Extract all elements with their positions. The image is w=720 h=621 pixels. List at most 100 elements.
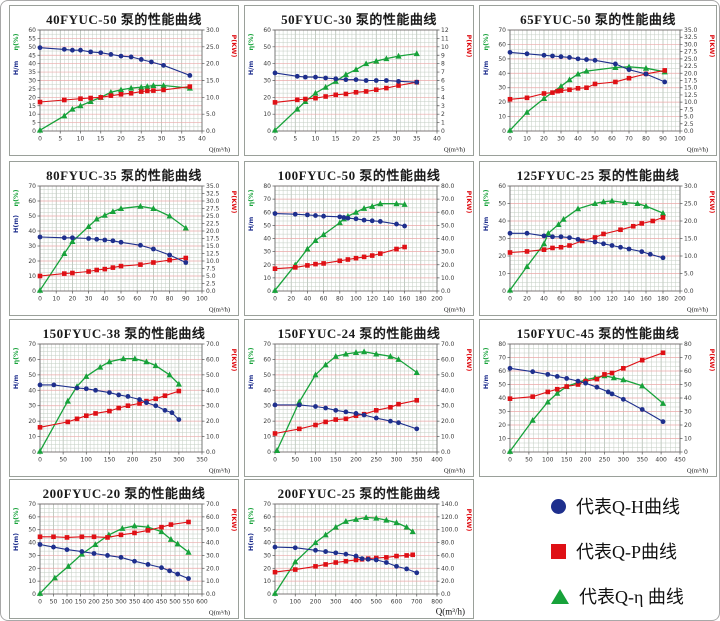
series-q-h	[507, 230, 666, 261]
svg-text:5: 5	[32, 120, 36, 127]
svg-text:180: 180	[657, 296, 669, 303]
svg-text:0: 0	[273, 296, 277, 303]
series-q-h	[272, 70, 420, 85]
svg-text:160: 160	[399, 296, 411, 303]
svg-text:20: 20	[263, 262, 271, 269]
svg-text:0: 0	[38, 136, 42, 143]
triangle-icon	[551, 588, 569, 604]
svg-text:40: 40	[263, 387, 271, 394]
chart-cell-150fyuc-45: 150FYUC-45 泵的性能曲线 0 10 20 30 40 50 60 70 80 0 10 20…	[479, 319, 717, 477]
svg-text:20.0: 20.0	[684, 218, 698, 225]
svg-text:70: 70	[684, 355, 692, 362]
performance-chart-150fyuc-38: 0 10 20 30 40 50 60 70 0.0 10.0 20.0 30.0 40.0 50.0 60…	[12, 341, 238, 475]
svg-text:100: 100	[542, 457, 554, 464]
svg-text:50: 50	[525, 457, 533, 464]
svg-text:20: 20	[28, 565, 36, 572]
svg-text:10.0: 10.0	[206, 94, 220, 101]
svg-text:30.0: 30.0	[206, 27, 220, 34]
svg-text:30.0: 30.0	[684, 41, 698, 48]
svg-text:0.0: 0.0	[206, 288, 216, 295]
svg-text:H/m: H/m	[482, 216, 490, 231]
svg-text:400: 400	[350, 599, 362, 606]
series-q-p	[37, 519, 191, 540]
svg-text:70: 70	[625, 136, 633, 143]
svg-text:40.0: 40.0	[441, 387, 455, 394]
svg-text:10: 10	[77, 136, 85, 143]
svg-text:300: 300	[618, 457, 630, 464]
svg-text:H/m: H/m	[247, 216, 255, 231]
svg-text:30: 30	[393, 136, 401, 143]
svg-text:H/m: H/m	[12, 60, 20, 75]
svg-text:20: 20	[498, 253, 506, 260]
svg-text:η(%): η(%)	[247, 189, 255, 206]
svg-text:30.0: 30.0	[441, 249, 455, 256]
svg-text:27.5: 27.5	[684, 49, 698, 56]
svg-text:80: 80	[166, 296, 174, 303]
svg-text:40: 40	[263, 61, 271, 68]
series-q-p	[37, 84, 193, 105]
series-q-	[36, 202, 189, 293]
series-q-h	[272, 544, 420, 576]
svg-text:80: 80	[263, 183, 271, 190]
svg-text:80: 80	[684, 341, 692, 348]
svg-text:P(KW): P(KW)	[465, 191, 473, 214]
svg-text:25.0: 25.0	[206, 44, 220, 51]
svg-text:Q(m³/h): Q(m³/h)	[444, 468, 465, 475]
svg-text:P(KW): P(KW)	[230, 35, 238, 58]
svg-text:10: 10	[263, 578, 271, 585]
svg-text:55: 55	[28, 35, 36, 42]
svg-text:30: 30	[28, 78, 36, 85]
svg-text:0: 0	[32, 449, 36, 456]
svg-text:100: 100	[61, 599, 73, 606]
svg-text:20: 20	[117, 136, 125, 143]
svg-text:70: 70	[28, 341, 36, 348]
svg-text:20: 20	[263, 565, 271, 572]
svg-text:20.0: 20.0	[684, 70, 698, 77]
svg-text:0.0: 0.0	[684, 128, 694, 135]
svg-text:50.0: 50.0	[206, 372, 220, 379]
svg-text:20: 20	[498, 99, 506, 106]
svg-text:50: 50	[28, 213, 36, 220]
legend-label: 代表Q-P曲线	[576, 542, 678, 562]
svg-text:50: 50	[591, 136, 599, 143]
svg-text:450: 450	[674, 457, 686, 464]
performance-chart-65fyuc-50: 0102030405060700.02.55.07.510.012.515.01…	[482, 27, 716, 154]
svg-text:10: 10	[28, 111, 36, 118]
svg-text:35.0: 35.0	[684, 27, 698, 34]
svg-text:η(%): η(%)	[12, 507, 20, 524]
chart-title: 80FYUC-35 泵的性能曲线	[46, 168, 202, 183]
svg-text:450: 450	[156, 599, 168, 606]
svg-text:0: 0	[441, 128, 445, 135]
svg-text:0.0: 0.0	[441, 449, 451, 456]
svg-text:0: 0	[502, 128, 506, 135]
series-q-h	[507, 365, 666, 425]
svg-text:12.5: 12.5	[684, 92, 698, 99]
svg-text:P(KW): P(KW)	[230, 191, 238, 214]
svg-text:5: 5	[58, 136, 62, 143]
series-q-h	[272, 211, 407, 229]
chart-title: 150FYUC-24 泵的性能曲线	[277, 326, 441, 341]
svg-text:Q(m³/h): Q(m³/h)	[209, 307, 230, 314]
svg-text:10: 10	[28, 434, 36, 441]
svg-text:20.0: 20.0	[206, 565, 220, 572]
svg-text:5: 5	[441, 86, 445, 93]
svg-text:η(%): η(%)	[247, 33, 255, 50]
svg-text:70.0: 70.0	[441, 341, 455, 348]
svg-text:350: 350	[636, 457, 648, 464]
svg-text:70.0: 70.0	[441, 196, 455, 203]
svg-text:10.0: 10.0	[206, 578, 220, 585]
svg-text:50: 50	[498, 56, 506, 63]
svg-text:0.0: 0.0	[684, 288, 694, 295]
series-q-p	[272, 79, 420, 105]
svg-text:Q(m³/h): Q(m³/h)	[209, 610, 230, 617]
legend-label: 代表Q-H曲线	[576, 497, 680, 517]
svg-text:30: 30	[498, 409, 506, 416]
svg-text:10: 10	[498, 114, 506, 121]
svg-text:500: 500	[169, 599, 181, 606]
svg-text:H(m): H(m)	[12, 533, 20, 551]
svg-text:5.0: 5.0	[206, 111, 216, 118]
chart-cell-150fyuc-24: 150FYUC-24 泵的性能曲线 0 10 20 30 40 50 60 70 0.0 10.0…	[244, 319, 474, 477]
svg-text:50: 50	[263, 44, 271, 51]
svg-text:15.0: 15.0	[206, 243, 220, 250]
svg-text:60.0: 60.0	[441, 209, 455, 216]
